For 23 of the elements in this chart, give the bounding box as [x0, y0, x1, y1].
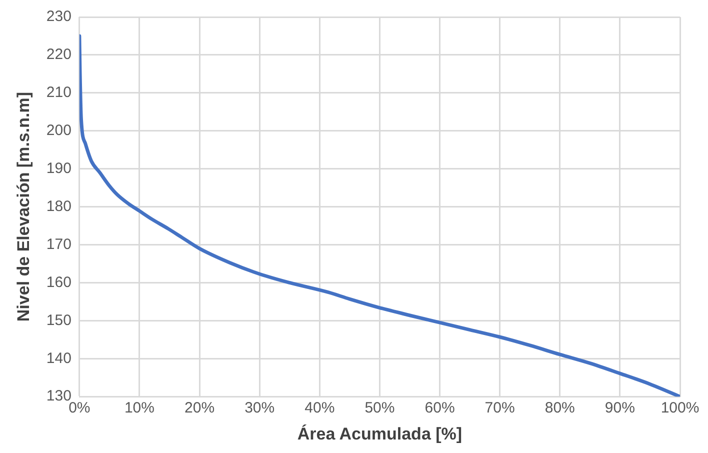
- y-tick-label: 230: [46, 8, 72, 26]
- y-tick-label: 160: [46, 274, 72, 291]
- y-tick-label: 150: [46, 312, 72, 329]
- y-tick-label: 140: [46, 350, 72, 367]
- y-tick-label: 200: [46, 122, 72, 140]
- x-tick-label: 50%: [364, 400, 395, 417]
- y-tick-label: 210: [46, 84, 72, 102]
- y-tick-label: 220: [46, 46, 72, 64]
- y-axis-title: Nivel de Elevación [m.s.n.m]: [14, 92, 33, 322]
- x-tick-label: 100%: [660, 400, 700, 417]
- x-tick-label: 30%: [244, 400, 275, 417]
- x-tick-label: 70%: [484, 400, 515, 417]
- x-tick-label: 10%: [124, 400, 154, 417]
- x-tick-label: 90%: [604, 400, 635, 417]
- x-axis-title: Área Acumulada [%]: [297, 423, 462, 444]
- y-tick-label: 190: [46, 160, 72, 177]
- x-tick-label: 80%: [544, 400, 575, 417]
- y-tick-label: 180: [46, 198, 72, 215]
- x-tick-label: 0%: [68, 400, 90, 417]
- x-tick-label: 60%: [424, 400, 455, 417]
- x-tick-label: 20%: [184, 400, 215, 417]
- y-tick-label: 170: [46, 236, 72, 253]
- x-tick-label: 40%: [304, 400, 335, 417]
